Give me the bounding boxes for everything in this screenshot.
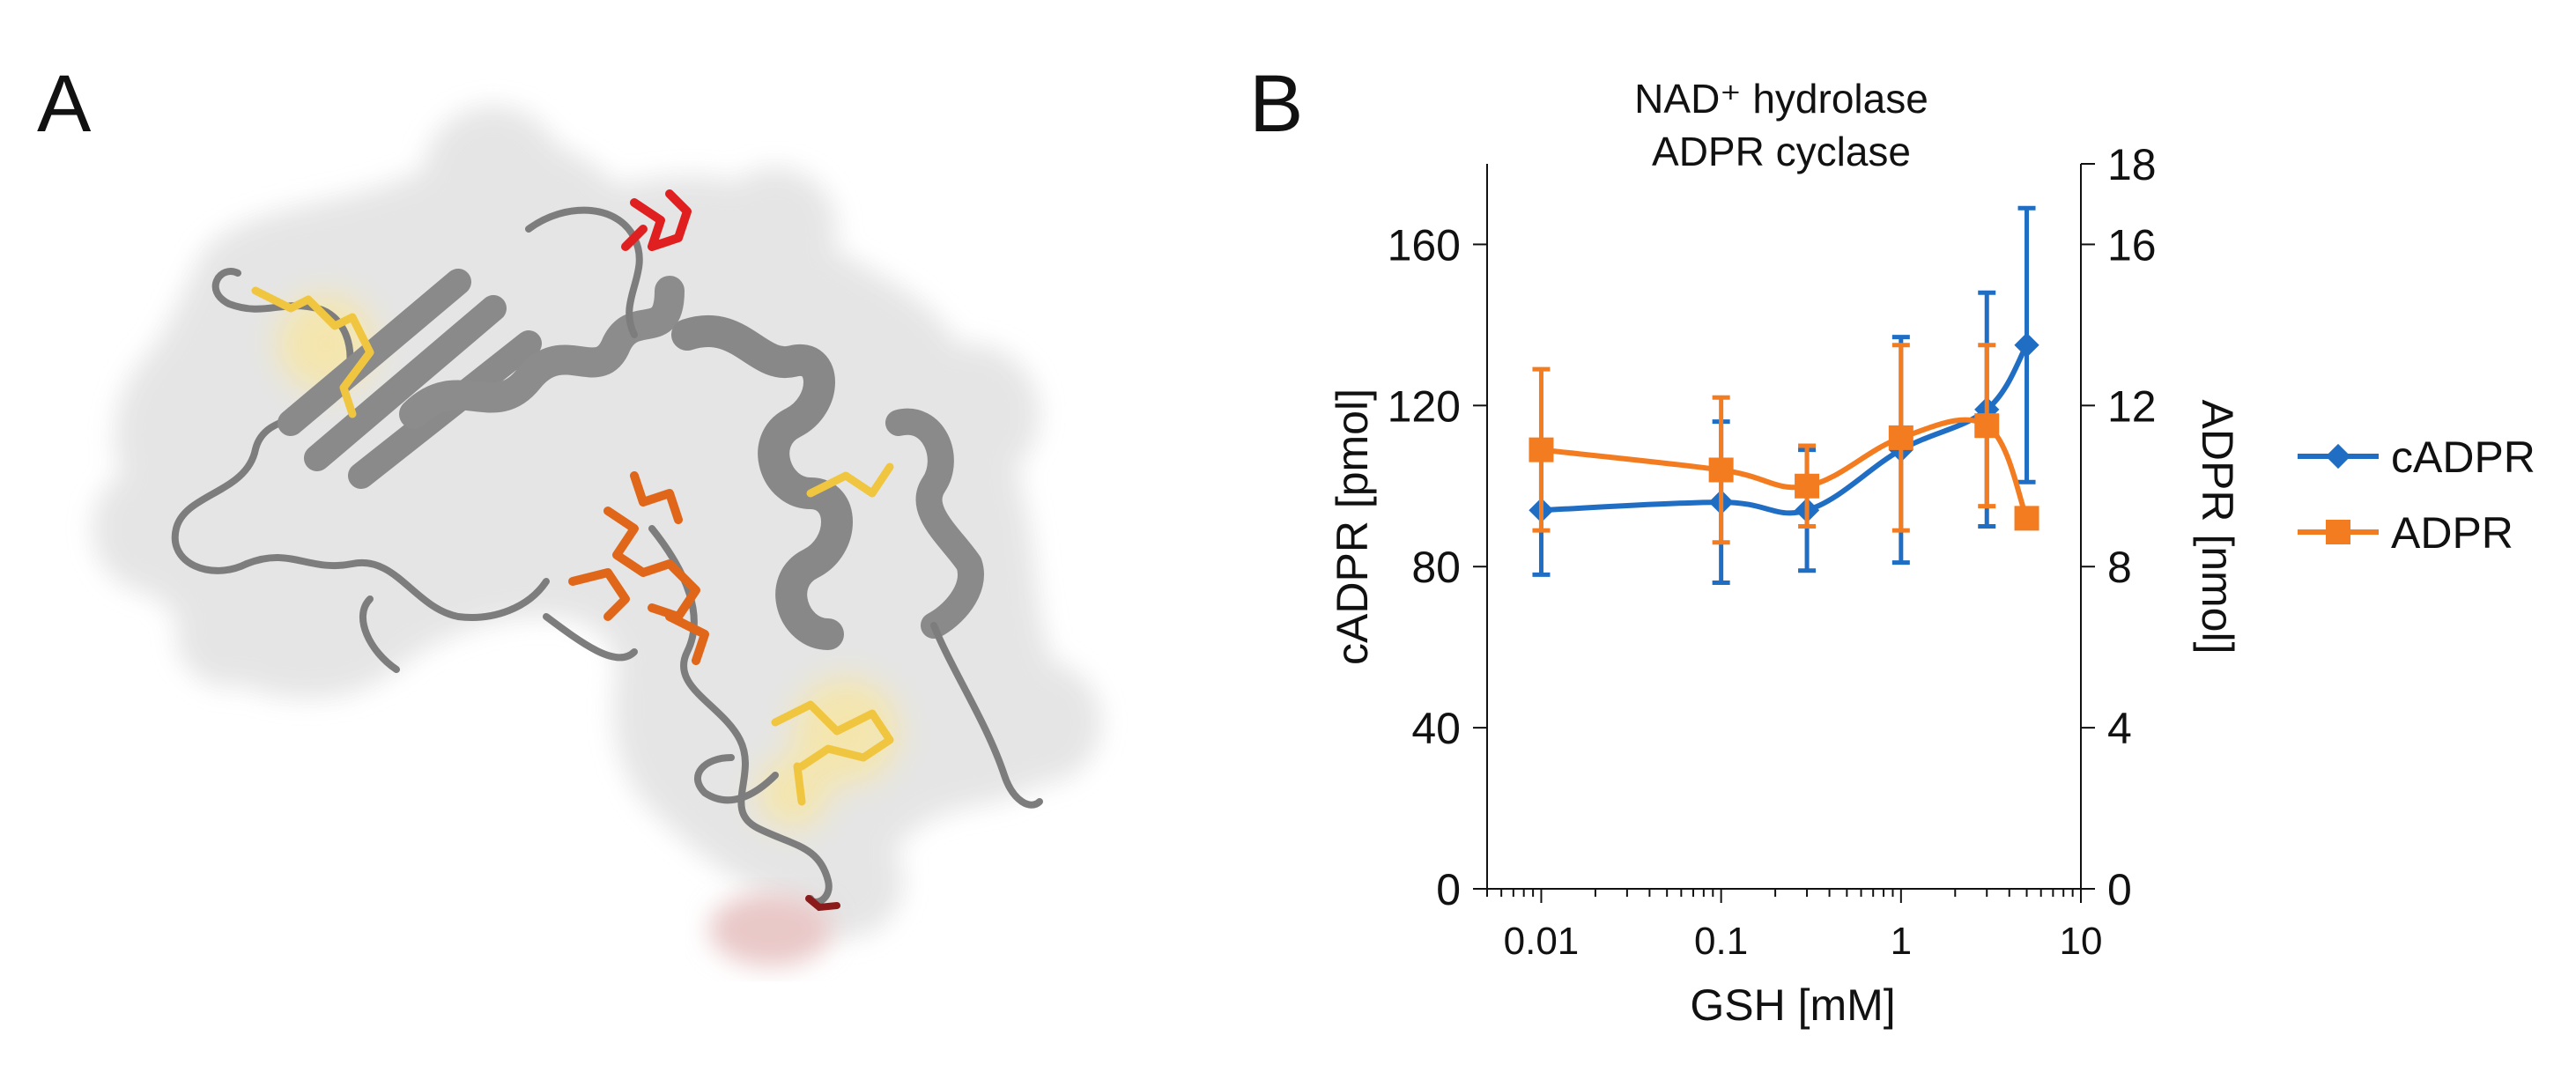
series-cadpr xyxy=(1529,205,2039,586)
y-right-tick-label: 18 xyxy=(2107,140,2157,189)
y-left-tick-label: 120 xyxy=(1388,381,1461,431)
y-right-tick-label: 8 xyxy=(2107,543,2132,592)
y-left-tick-label: 40 xyxy=(1411,704,1461,753)
series-adpr xyxy=(1529,343,2039,545)
disulfide-sticks xyxy=(251,286,894,806)
chart-title-line2: ADPR cyclase xyxy=(1652,129,1911,174)
protein-structure-illustration xyxy=(93,106,1101,966)
data-point-adpr xyxy=(2014,506,2039,531)
y-left-tick-label: 160 xyxy=(1388,220,1461,270)
panel-b-label: B xyxy=(1249,59,1304,149)
y-right-tick-label: 12 xyxy=(2107,381,2157,431)
terminal-surface-blob xyxy=(709,892,833,966)
data-point-adpr xyxy=(1708,457,1734,483)
data-point-adpr xyxy=(1974,413,2000,439)
legend: cADPR ADPR xyxy=(2298,433,2535,558)
y-right-axis-ticks: 0 4 8 12 16 18 xyxy=(2081,140,2157,914)
series-line-adpr xyxy=(1538,417,2030,521)
y-axis-right-label: ADPR [nmol] xyxy=(2193,400,2242,655)
series-layer xyxy=(1529,205,2039,586)
x-axis-ticks: 0.01 0.1 1 10 xyxy=(1486,889,2103,963)
data-point-adpr xyxy=(1888,425,1913,450)
legend-marker-cadpr xyxy=(2325,443,2351,470)
terminal-residue-stick xyxy=(805,895,840,912)
x-tick-label: 1 xyxy=(1891,920,1912,963)
y-left-axis-ticks: 0 40 80 120 160 xyxy=(1388,220,1487,914)
data-point-adpr xyxy=(1795,473,1820,499)
data-point-cadpr xyxy=(2014,332,2039,358)
y-right-tick-label: 0 xyxy=(2107,865,2132,914)
y-right-tick-label: 4 xyxy=(2107,704,2132,753)
data-point-adpr xyxy=(1529,437,1554,462)
protein-ribbon xyxy=(171,206,1043,906)
x-axis-label: GSH [mM] xyxy=(1690,980,1895,1030)
legend-label-cadpr: cADPR xyxy=(2391,433,2535,482)
y-axis-left-label: cADPR [pmol] xyxy=(1328,388,1377,665)
legend-label-adpr: ADPR xyxy=(2391,508,2513,558)
x-tick-label: 10 xyxy=(2060,920,2103,963)
legend-marker-adpr xyxy=(2326,520,2350,544)
y-right-tick-label: 16 xyxy=(2107,220,2157,270)
panel-a-label: A xyxy=(37,59,92,149)
chart-title-line1: NAD⁺ hydrolase xyxy=(1634,76,1928,122)
active-site-red-sticks xyxy=(621,189,692,251)
ligand-sticks xyxy=(568,471,709,665)
y-left-tick-label: 0 xyxy=(1436,865,1461,914)
x-tick-label: 0.01 xyxy=(1504,920,1580,963)
y-left-tick-label: 80 xyxy=(1411,543,1461,592)
x-tick-label: 0.1 xyxy=(1694,920,1748,963)
